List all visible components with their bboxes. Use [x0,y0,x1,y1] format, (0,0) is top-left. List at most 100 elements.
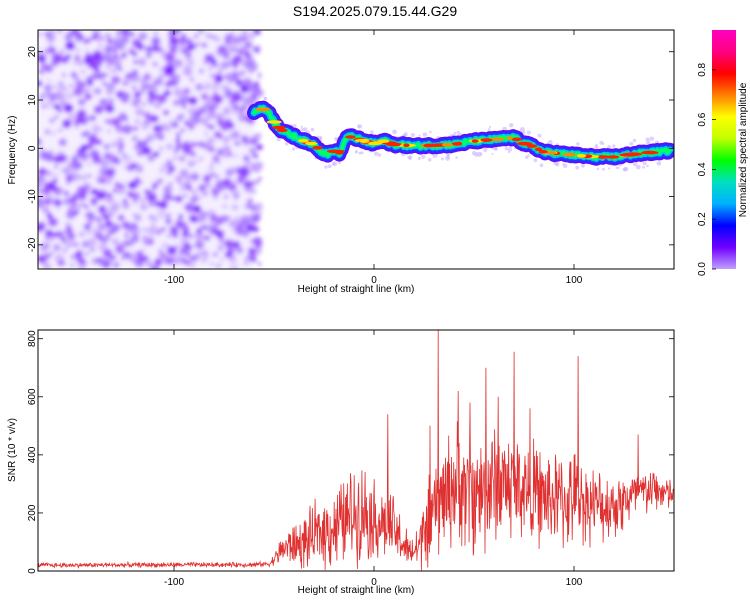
noise-blob [181,47,191,56]
noise-blob [139,90,145,95]
noise-blob [55,230,65,239]
noise-blob [152,61,158,67]
noise-blob [125,72,133,80]
noise-blob [144,195,148,199]
ridge-halo-dot [447,153,450,157]
noise-blob [51,85,56,89]
noise-blob [88,114,97,122]
noise-blob [122,198,128,203]
ridge-halo-dot [504,147,508,151]
noise-blob [43,84,52,92]
y-tick-label: 0 [27,145,38,151]
noise-blob [115,185,127,195]
ridge-halo-dot [456,130,460,134]
noise-blob [226,151,233,158]
noise-blob [59,49,65,55]
noise-blob [234,48,239,53]
noise-blob [253,132,262,140]
noise-blob [55,186,60,190]
noise-blob [49,118,55,124]
noise-blob [178,97,184,103]
ridge-halo-dot [612,144,616,148]
noise-blob [183,193,188,198]
ridge-halo-dot [358,151,362,155]
noise-blob [136,250,143,256]
ridge-halo-dot [623,167,628,172]
ridge-halo-dot [575,165,580,170]
noise-blob [48,44,53,48]
noise-blob [208,66,213,70]
spectrogram-frame [37,29,675,270]
noise-blob [136,43,145,51]
noise-blob [171,196,176,201]
ridge-halo-dot [455,156,458,159]
noise-blob [219,183,228,192]
noise-blob [56,84,65,93]
noise-blob [115,30,124,37]
noise-blob [199,185,206,191]
x-tick-label: 0 [371,275,377,286]
ridge-halo-dot [525,155,529,159]
noise-blob [233,153,239,159]
noise-blob [95,190,106,200]
noise-blob [168,181,173,186]
noise-blob [228,220,237,228]
noise-blob [141,248,146,252]
noise-blob [149,114,159,123]
noise-blob [252,179,260,186]
noise-blob [65,41,76,51]
noise-blob [232,54,243,64]
noise-blob [64,168,70,173]
noise-blob [117,148,124,154]
ridge-halo-dot [480,152,483,156]
noise-blob [81,70,85,74]
noise-blob [107,97,113,103]
ridge-halo-dot [471,151,477,156]
noise-blob [38,80,43,87]
noise-blob [102,248,113,258]
noise-blob [160,163,169,170]
noise-blob [97,89,101,93]
x-tick-label: -100 [164,275,184,286]
noise-blob [76,60,84,67]
noise-blob [80,131,88,138]
noise-blob [224,251,233,259]
noise-blob [132,199,138,205]
noise-blob [215,263,221,269]
ridge-peak-spot [526,144,538,148]
noise-blob [200,191,205,195]
noise-blob [174,219,184,228]
noise-blob [150,233,154,237]
noise-blob [250,204,257,211]
noise-blob [198,156,204,162]
noise-blob [64,191,70,196]
noise-blob [207,106,215,113]
y-axis-label-bottom: SNR (10 * v/v) [7,418,18,482]
noise-blob [237,35,246,43]
noise-blob [135,107,145,117]
noise-blob [52,198,62,207]
noise-blob [210,162,214,166]
noise-blob [228,186,234,191]
noise-blob [96,257,102,263]
noise-blob [248,228,253,233]
noise-blob [136,150,143,157]
noise-blob [209,73,216,79]
noise-blob [59,260,67,267]
y-axis-ticks-bottom-panel: 0 200 400 600 800 [27,330,674,574]
noise-blob [166,213,172,218]
noise-blob [38,196,45,205]
noise-blob [222,204,228,209]
noise-blob [179,237,189,246]
noise-blob [195,238,202,244]
noise-blob [185,180,192,187]
noise-blob [182,87,191,95]
noise-blob [87,162,91,167]
noise-blob [158,248,164,254]
noise-blob [123,92,131,99]
noise-blob [70,263,75,268]
noise-blob [188,96,198,105]
noise-blob [209,166,214,171]
noise-blob [94,75,99,79]
noise-blob [187,160,195,168]
